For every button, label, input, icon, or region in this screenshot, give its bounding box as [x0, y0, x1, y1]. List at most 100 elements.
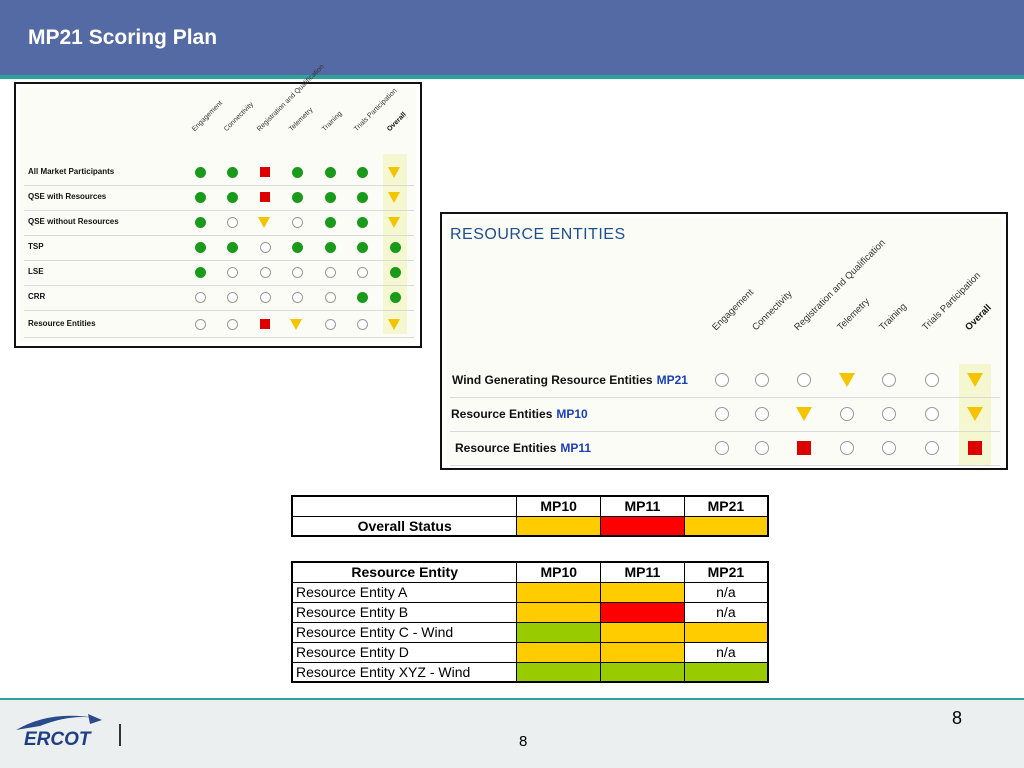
- header-resource-entity: Resource Entity: [291, 561, 518, 583]
- entity-name: Resource Entity C - Wind: [291, 621, 518, 643]
- header-blank: [291, 495, 518, 517]
- row-divider: [24, 184, 414, 186]
- yellow-triangle-icon: [795, 407, 812, 421]
- open-circle-icon: [840, 441, 854, 455]
- open-circle-icon: [324, 266, 336, 278]
- status-cell: [600, 601, 685, 623]
- header-mp10: MP10: [516, 495, 602, 517]
- logo-divider: [119, 724, 121, 746]
- overall-status-label: Overall Status: [291, 515, 518, 537]
- open-circle-icon: [882, 407, 896, 421]
- column-header: Overall: [386, 111, 408, 133]
- status-cell: [600, 661, 685, 683]
- status-cell: [600, 581, 685, 603]
- row-label-text: Wind Generating Resource Entities: [452, 373, 653, 387]
- row-label-text: Resource Entities: [451, 407, 553, 421]
- market-participants-scorecard: Engagement Connectivity Registration and Q…: [14, 63, 422, 348]
- header-mp21: MP21: [683, 561, 769, 583]
- row-label: LSE: [28, 267, 44, 276]
- entity-name: Resource Entity A: [291, 581, 518, 603]
- green-circle-icon: [291, 241, 303, 253]
- yellow-triangle-icon: [258, 216, 271, 228]
- red-square-icon: [259, 318, 271, 330]
- footer: [0, 700, 1024, 768]
- open-circle-icon: [226, 291, 238, 303]
- column-header: Telemetry: [835, 296, 873, 333]
- milestone-label: MP10: [556, 407, 588, 421]
- resource-entities-title: RESOURCE ENTITIES: [450, 226, 626, 243]
- resource-entity-table: Resource Entity MP10 MP11 MP21 Resource …: [291, 561, 769, 683]
- green-circle-icon: [226, 191, 238, 203]
- open-circle-icon: [259, 291, 271, 303]
- column-header: Training: [877, 301, 910, 333]
- scorecard-body: Engagement Connectivity Registration and Q…: [20, 63, 416, 342]
- yellow-triangle-icon: [388, 166, 401, 178]
- row-divider: [24, 234, 414, 236]
- open-circle-icon: [356, 318, 368, 330]
- green-circle-icon: [324, 166, 336, 178]
- row-divider: [450, 431, 1000, 432]
- table-row: Resource Entity D n/a: [291, 641, 769, 663]
- entity-name: Resource Entity XYZ - Wind: [291, 661, 518, 683]
- open-circle-icon: [840, 407, 854, 421]
- open-circle-icon: [324, 318, 336, 330]
- status-cell: [683, 661, 769, 683]
- overall-status-table: MP10 MP11 MP21 Overall Status: [291, 495, 769, 537]
- open-circle-icon: [755, 441, 769, 455]
- entity-name: Resource Entity D: [291, 641, 518, 663]
- table-row: Resource Entity XYZ - Wind: [291, 661, 769, 683]
- yellow-triangle-icon: [290, 318, 303, 330]
- green-circle-icon: [389, 241, 401, 253]
- row-label: Resource Entities: [28, 319, 96, 328]
- row-label: Resource Entities MP10: [451, 407, 588, 421]
- resource-entity-header-row: Resource Entity MP10 MP11 MP21: [291, 561, 769, 583]
- entity-name: Resource Entity B: [291, 601, 518, 623]
- title-bar: MP21 Scoring Plan: [0, 0, 1024, 75]
- row-divider: [24, 336, 414, 338]
- status-cell: [600, 641, 685, 663]
- row-label: QSE without Resources: [28, 217, 119, 226]
- open-circle-icon: [291, 291, 303, 303]
- table-row: Resource Entity A n/a: [291, 581, 769, 603]
- row-label-text: TSP: [28, 242, 44, 251]
- open-circle-icon: [882, 441, 896, 455]
- status-cell: [600, 621, 685, 643]
- milestone-label: MP11: [560, 441, 592, 455]
- column-header: Engagement: [710, 287, 757, 333]
- header-mp11: MP11: [600, 495, 685, 517]
- status-cell: [600, 515, 685, 537]
- green-circle-icon: [356, 241, 368, 253]
- status-cell: [516, 601, 602, 623]
- yellow-triangle-icon: [966, 373, 983, 387]
- resource-entities-scorecard: RESOURCE ENTITIES Engagement Connectivity…: [440, 212, 1008, 470]
- overall-status-header-row: MP10 MP11 MP21: [291, 495, 769, 517]
- column-header: Engagement: [191, 99, 225, 133]
- green-circle-icon: [356, 166, 368, 178]
- row-divider: [24, 259, 414, 261]
- red-square-icon: [259, 166, 271, 178]
- open-circle-icon: [259, 266, 271, 278]
- row-label-text: QSE without Resources: [28, 217, 119, 226]
- open-circle-icon: [755, 373, 769, 387]
- green-circle-icon: [389, 266, 401, 278]
- yellow-triangle-icon: [838, 373, 855, 387]
- page-number-footer: 8: [519, 733, 528, 750]
- status-cell: [516, 661, 602, 683]
- status-cell: n/a: [683, 641, 769, 663]
- green-circle-icon: [291, 166, 303, 178]
- column-header: Connectivity: [223, 101, 255, 133]
- row-divider: [24, 309, 414, 311]
- open-circle-icon: [226, 266, 238, 278]
- column-header: Connectivity: [750, 288, 795, 333]
- open-circle-icon: [291, 216, 303, 228]
- status-cell: n/a: [683, 581, 769, 603]
- table-row: Resource Entity B n/a: [291, 601, 769, 623]
- column-header: Overall: [963, 302, 994, 333]
- green-circle-icon: [194, 216, 206, 228]
- row-label-text: Resource Entities: [455, 441, 557, 455]
- green-circle-icon: [356, 191, 368, 203]
- row-label: CRR: [28, 292, 45, 301]
- green-circle-icon: [356, 291, 368, 303]
- status-cell: [516, 641, 602, 663]
